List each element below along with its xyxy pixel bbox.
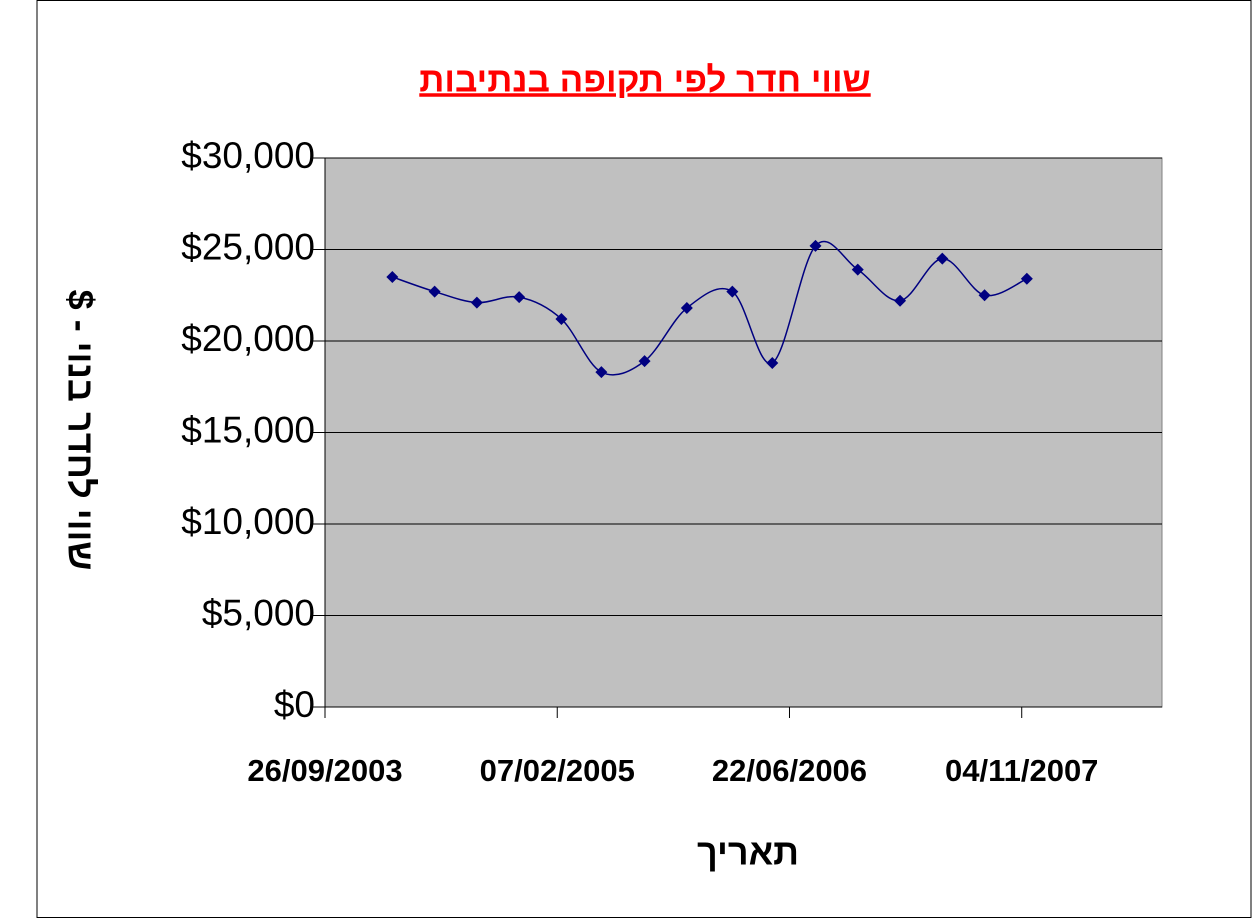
data-point xyxy=(726,285,739,298)
data-point xyxy=(766,356,779,369)
data-point xyxy=(513,291,526,304)
y-tick-label: $0 xyxy=(274,684,315,725)
data-point xyxy=(894,294,907,307)
x-tick-label: 04/11/2007 xyxy=(945,753,1098,788)
y-axis-title: שווי לחדר בנוי - $ xyxy=(60,290,101,571)
data-point xyxy=(386,270,399,283)
x-axis-title: תאריך xyxy=(697,832,799,873)
data-point xyxy=(936,252,949,265)
data-point xyxy=(638,355,651,368)
y-tick-label: $5,000 xyxy=(202,592,315,633)
y-tick-label: $30,000 xyxy=(181,135,315,176)
y-tick-label: $15,000 xyxy=(181,409,315,450)
x-tick-label: 26/09/2003 xyxy=(247,753,402,788)
chart-title: שווי חדר לפי תקופה בנתיבות xyxy=(419,60,870,99)
data-point xyxy=(555,313,568,326)
y-tick-label: $10,000 xyxy=(181,501,315,542)
data-point xyxy=(428,285,441,298)
data-point xyxy=(470,296,483,309)
x-tick-label: 22/06/2006 xyxy=(712,753,867,788)
data-point xyxy=(680,302,693,315)
data-point xyxy=(1020,272,1033,285)
y-tick-label: $20,000 xyxy=(181,318,315,359)
y-tick-label: $25,000 xyxy=(181,226,315,267)
data-point xyxy=(851,263,864,276)
data-point xyxy=(595,366,608,379)
x-tick-label: 07/02/2005 xyxy=(480,753,635,788)
data-point xyxy=(978,289,991,302)
data-point xyxy=(809,239,822,252)
